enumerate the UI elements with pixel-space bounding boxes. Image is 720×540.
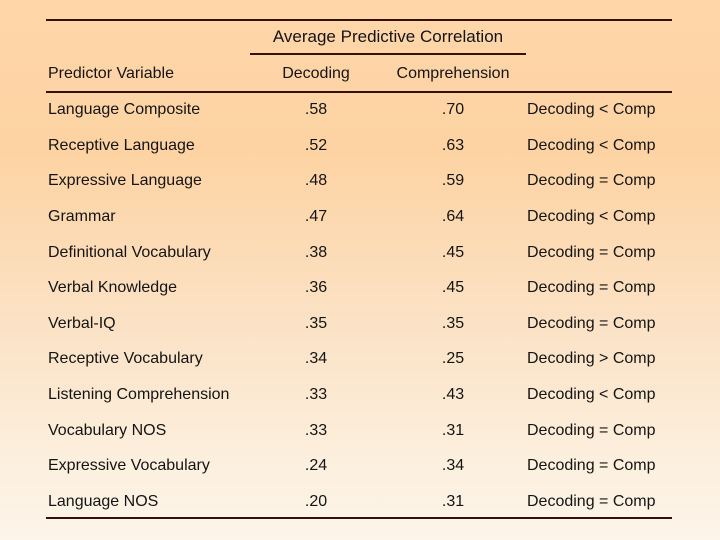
comprehension-value-cell: .43 (441, 386, 465, 403)
comprehension-value-cell: .35 (441, 314, 465, 332)
decoding-value-cell: .24 (304, 457, 328, 475)
table-row: Receptive Vocabulary .34 .25 Decoding > … (0, 349, 720, 369)
predictor-variable-cell: Grammar (48, 207, 116, 225)
comparison-cell: Decoding = Comp (527, 457, 656, 475)
table-row: Verbal-IQ .35 .35 Decoding = Comp (0, 314, 720, 334)
comparison-cell: Decoding = Comp (527, 243, 656, 261)
predictor-variable-cell: Expressive Language (48, 172, 202, 190)
decoding-value-cell: .38 (304, 243, 328, 261)
comprehension-value-cell: .31 (441, 492, 465, 510)
predictor-variable-cell: Language Composite (48, 101, 201, 118)
decoding-value-cell: .58 (304, 101, 328, 118)
decoding-value-cell: .20 (304, 492, 328, 510)
decoding-value-cell: .36 (304, 279, 328, 297)
predictor-variable-cell: Language NOS (48, 492, 159, 510)
column-header-predictor-variable: Predictor Variable (48, 65, 174, 82)
spanner-underline-rule (250, 53, 526, 55)
table-row: Grammar .47 .64 Decoding < Comp (0, 207, 720, 227)
comparison-cell: Decoding > Comp (527, 350, 656, 368)
predictor-variable-cell: Definitional Vocabulary (48, 243, 211, 261)
predictor-variable-cell: Listening Comprehension (48, 386, 230, 403)
predictor-variable-cell: Receptive Language (48, 136, 195, 154)
predictor-variable-cell: Expressive Vocabulary (48, 457, 210, 475)
table-row: Verbal Knowledge .36 .45 Decoding = Comp (0, 278, 720, 298)
comprehension-value-cell: .45 (441, 243, 465, 261)
column-header-decoding: Decoding (282, 65, 350, 82)
decoding-value-cell: .35 (304, 314, 328, 332)
table-row: Definitional Vocabulary .38 .45 Decoding… (0, 243, 720, 263)
comparison-cell: Decoding = Comp (527, 279, 656, 297)
comprehension-value-cell: .64 (441, 207, 465, 225)
comparison-cell: Decoding < Comp (527, 136, 656, 154)
comparison-cell: Decoding = Comp (527, 421, 656, 439)
comprehension-value-cell: .45 (441, 279, 465, 297)
column-header-comprehension: Comprehension (396, 65, 510, 82)
decoding-value-cell: .52 (304, 136, 328, 154)
table-bottom-rule (46, 517, 672, 519)
decoding-value-cell: .33 (304, 386, 328, 403)
comparison-cell: Decoding < Comp (527, 101, 656, 118)
decoding-value-cell: .33 (304, 421, 328, 439)
decoding-value-cell: .47 (304, 207, 328, 225)
table-row: Expressive Vocabulary .24 .34 Decoding =… (0, 456, 720, 476)
table-row: Listening Comprehension .33 .43 Decoding… (0, 385, 720, 405)
comprehension-value-cell: .31 (441, 421, 465, 439)
table-spanner-title: Average Predictive Correlation (272, 27, 504, 46)
header-separator-rule (46, 91, 672, 93)
table-row: Receptive Language .52 .63 Decoding < Co… (0, 136, 720, 156)
table-row: Vocabulary NOS .33 .31 Decoding = Comp (0, 421, 720, 441)
table-row: Expressive Language .48 .59 Decoding = C… (0, 171, 720, 191)
comprehension-value-cell: .25 (441, 350, 465, 368)
table-row: Language NOS .20 .31 Decoding = Comp (0, 492, 720, 512)
decoding-value-cell: .48 (304, 172, 328, 190)
decoding-value-cell: .34 (304, 350, 328, 368)
comparison-cell: Decoding = Comp (527, 492, 656, 510)
table-top-rule (46, 19, 672, 21)
predictor-variable-cell: Verbal Knowledge (48, 279, 177, 297)
comprehension-value-cell: .59 (441, 172, 465, 190)
table-body: Language Composite .58 .70 Decoding < Co… (0, 100, 720, 512)
predictor-variable-cell: Receptive Vocabulary (48, 350, 203, 368)
comparison-cell: Decoding = Comp (527, 314, 656, 332)
comparison-cell: Decoding = Comp (527, 172, 656, 190)
comprehension-value-cell: .34 (441, 457, 465, 475)
comparison-cell: Decoding < Comp (527, 386, 656, 403)
predictor-variable-cell: Verbal-IQ (48, 314, 116, 332)
comprehension-value-cell: .63 (441, 136, 465, 154)
table-row: Language Composite .58 .70 Decoding < Co… (0, 100, 720, 120)
comprehension-value-cell: .70 (441, 101, 465, 118)
predictor-variable-cell: Vocabulary NOS (48, 421, 167, 439)
comparison-cell: Decoding < Comp (527, 207, 656, 225)
